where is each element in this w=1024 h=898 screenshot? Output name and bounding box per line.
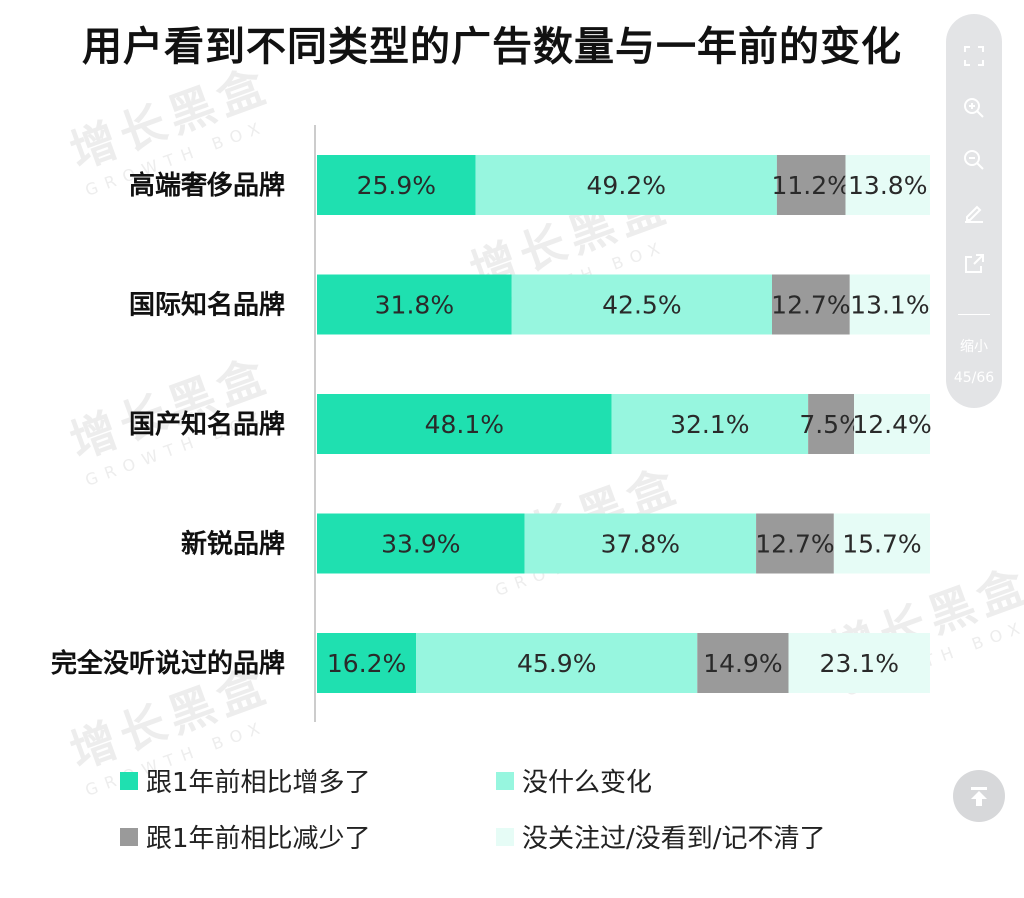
- bar-segment-more: [317, 155, 476, 215]
- bar-segment-not-noticed: [833, 513, 930, 574]
- bar-segment-more: [317, 513, 525, 574]
- data-label: 49.2%: [587, 171, 666, 200]
- scroll-to-top-button[interactable]: [953, 770, 1005, 822]
- data-label: 48.1%: [425, 410, 504, 439]
- chart-title: 用户看到不同类型的广告数量与一年前的变化: [82, 24, 902, 70]
- zoom-in-icon[interactable]: [960, 94, 988, 122]
- bar-segment-no-change: [416, 633, 698, 693]
- data-label: 31.8%: [375, 291, 454, 320]
- data-label: 16.2%: [327, 649, 406, 678]
- data-label: 14.9%: [703, 649, 782, 678]
- share-icon[interactable]: [960, 250, 988, 278]
- category-label: 完全没听说过的品牌: [51, 648, 285, 679]
- data-label: 33.9%: [381, 530, 460, 559]
- toolbar-divider: [958, 314, 990, 315]
- edit-icon[interactable]: [960, 198, 988, 226]
- legend-swatch-not-noticed: [496, 827, 514, 846]
- data-label: 23.1%: [820, 649, 899, 678]
- data-label: 12.4%: [852, 410, 931, 439]
- data-label: 12.7%: [755, 530, 834, 559]
- data-label: 42.5%: [602, 291, 681, 320]
- bar-segment-more: [317, 274, 512, 335]
- bar-segment-less: [776, 155, 846, 215]
- bar-segment-less: [697, 633, 789, 693]
- page-indicator: 45/66: [953, 370, 995, 386]
- data-label: 32.1%: [670, 410, 749, 439]
- legend-item-not-noticed: 没关注过/没看到/记不清了: [496, 818, 826, 855]
- bar-segment-no-change: [511, 274, 773, 335]
- legend-label-not-noticed: 没关注过/没看到/记不清了: [522, 824, 826, 854]
- bar-segment-not-noticed: [845, 155, 930, 215]
- data-label: 15.7%: [842, 530, 921, 559]
- data-label: 45.9%: [517, 649, 596, 678]
- zoom-out-icon[interactable]: [960, 146, 988, 174]
- bar-segment-no-change: [611, 394, 809, 454]
- legend-swatch-less: [120, 827, 138, 846]
- bar-segment-no-change: [475, 155, 777, 215]
- legend-label-more: 跟1年前相比增多了: [146, 768, 371, 798]
- bar-segment-not-noticed: [854, 394, 930, 454]
- fullscreen-icon[interactable]: [960, 42, 988, 70]
- bar-segment-less: [772, 274, 850, 335]
- category-label: 新锐品牌: [181, 529, 285, 560]
- category-label: 高端奢侈品牌: [129, 170, 285, 201]
- zoom-out-label[interactable]: 缩小: [960, 339, 988, 355]
- bar-segment-less: [756, 513, 834, 574]
- legend-item-no-change: 没什么变化: [496, 762, 652, 799]
- bar-segment-more: [317, 394, 612, 454]
- arrow-up-to-top-icon: [971, 787, 987, 806]
- bar-segment-less: [808, 394, 855, 454]
- data-label: 11.2%: [771, 171, 850, 200]
- legend-label-less: 跟1年前相比减少了: [146, 824, 371, 854]
- legend-item-more: 跟1年前相比增多了: [120, 762, 371, 799]
- data-label: 25.9%: [357, 171, 436, 200]
- data-label: 37.8%: [601, 530, 680, 559]
- legend-swatch-more: [120, 771, 138, 790]
- category-label: 国际知名品牌: [129, 290, 285, 321]
- bar-segment-not-noticed: [849, 274, 930, 335]
- data-label: 12.7%: [771, 291, 850, 320]
- bar-segment-not-noticed: [788, 633, 930, 693]
- legend-swatch-no-change: [496, 771, 514, 790]
- bar-segment-no-change: [524, 513, 757, 574]
- data-label: 7.5%: [799, 410, 863, 439]
- legend-item-less: 跟1年前相比减少了: [120, 818, 371, 855]
- data-label: 13.8%: [848, 171, 927, 200]
- data-label: 13.1%: [850, 291, 929, 320]
- category-label: 国产知名品牌: [129, 409, 285, 440]
- viewer-toolbar: 缩小 45/66: [946, 14, 1002, 408]
- legend-label-no-change: 没什么变化: [522, 768, 653, 798]
- bar-segment-more: [317, 633, 417, 693]
